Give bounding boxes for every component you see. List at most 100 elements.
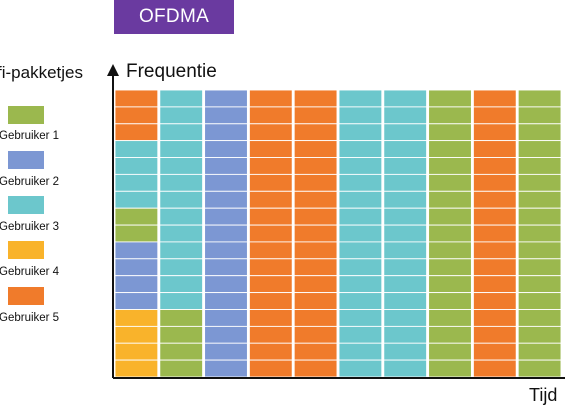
grid-cell-gebruiker-5 bbox=[472, 173, 517, 192]
grid-cell-gebruiker-3 bbox=[383, 275, 428, 294]
grid-cell-gebruiker-1 bbox=[517, 89, 562, 108]
grid-cell-gebruiker-1 bbox=[428, 342, 472, 361]
grid-cell-gebruiker-5 bbox=[472, 140, 517, 158]
grid-cell-gebruiker-1 bbox=[159, 309, 204, 327]
grid-cell-gebruiker-3 bbox=[338, 309, 383, 327]
grid-cell-gebruiker-2 bbox=[204, 325, 248, 344]
grid-cell-gebruiker-5 bbox=[293, 123, 338, 142]
grid-cell-gebruiker-5 bbox=[248, 173, 293, 192]
grid-cell-gebruiker-3 bbox=[383, 106, 428, 125]
grid-cell-gebruiker-5 bbox=[114, 123, 159, 142]
grid-cell-gebruiker-5 bbox=[472, 292, 517, 310]
grid-cell-gebruiker-3 bbox=[338, 140, 383, 158]
grid-cell-gebruiker-5 bbox=[248, 275, 293, 294]
grid-cell-gebruiker-5 bbox=[293, 89, 338, 108]
grid-cell-gebruiker-5 bbox=[472, 106, 517, 125]
grid-cell-gebruiker-5 bbox=[293, 224, 338, 243]
grid-cell-gebruiker-3 bbox=[338, 157, 383, 175]
grid-cell-gebruiker-5 bbox=[293, 241, 338, 260]
legend-swatch-gebruiker-4 bbox=[8, 241, 44, 259]
grid-cell-gebruiker-1 bbox=[517, 123, 562, 142]
legend-title: fi-pakketjes bbox=[0, 63, 83, 82]
grid-cell-gebruiker-1 bbox=[428, 89, 472, 108]
grid-cell-gebruiker-3 bbox=[383, 342, 428, 361]
grid-cell-gebruiker-5 bbox=[293, 309, 338, 327]
legend-label-gebruiker-5: Gebruiker 5 bbox=[0, 312, 60, 324]
legend-label-gebruiker-3: Gebruiker 3 bbox=[0, 221, 60, 233]
grid-cell-gebruiker-1 bbox=[517, 325, 562, 344]
grid-cell-gebruiker-1 bbox=[517, 140, 562, 158]
grid-cell-gebruiker-1 bbox=[428, 325, 472, 344]
grid-cell-gebruiker-3 bbox=[114, 190, 159, 209]
legend-swatch-gebruiker-5 bbox=[8, 287, 44, 305]
grid-cell-gebruiker-5 bbox=[472, 258, 517, 277]
legend-swatch-gebruiker-2 bbox=[8, 151, 44, 169]
grid-cell-gebruiker-5 bbox=[472, 190, 517, 209]
legend-label-gebruiker-2: Gebruiker 2 bbox=[0, 176, 60, 188]
grid-cell-gebruiker-5 bbox=[248, 309, 293, 327]
grid-cell-gebruiker-5 bbox=[248, 342, 293, 361]
grid-cell-gebruiker-2 bbox=[204, 140, 248, 158]
grid-cell-gebruiker-1 bbox=[428, 207, 472, 226]
grid-cell-gebruiker-5 bbox=[248, 157, 293, 175]
grid-cell-gebruiker-5 bbox=[293, 292, 338, 310]
grid-cell-gebruiker-1 bbox=[428, 258, 472, 277]
grid-cell-gebruiker-2 bbox=[204, 224, 248, 243]
grid-cell-gebruiker-5 bbox=[248, 190, 293, 209]
grid-cell-gebruiker-5 bbox=[248, 106, 293, 125]
grid-cell-gebruiker-3 bbox=[159, 123, 204, 142]
grid-cell-gebruiker-2 bbox=[204, 309, 248, 327]
grid-cell-gebruiker-5 bbox=[472, 89, 517, 108]
grid-cell-gebruiker-1 bbox=[428, 224, 472, 243]
grid-cell-gebruiker-3 bbox=[159, 106, 204, 125]
grid-cell-gebruiker-1 bbox=[517, 106, 562, 125]
grid-cell-gebruiker-4 bbox=[114, 342, 159, 361]
grid-cell-gebruiker-3 bbox=[338, 190, 383, 209]
grid-cell-gebruiker-1 bbox=[428, 123, 472, 142]
grid-cell-gebruiker-3 bbox=[338, 241, 383, 260]
grid-cell-gebruiker-3 bbox=[159, 140, 204, 158]
grid-cell-gebruiker-1 bbox=[517, 224, 562, 243]
grid-cell-gebruiker-5 bbox=[293, 140, 338, 158]
grid-cell-gebruiker-1 bbox=[159, 359, 204, 378]
grid-cell-gebruiker-2 bbox=[204, 275, 248, 294]
ofdma-title-badge: OFDMA bbox=[114, 0, 234, 34]
legend-label-gebruiker-1: Gebruiker 1 bbox=[0, 130, 60, 142]
grid-cell-gebruiker-2 bbox=[204, 241, 248, 260]
grid-cell-gebruiker-3 bbox=[383, 258, 428, 277]
grid-cell-gebruiker-5 bbox=[472, 207, 517, 226]
grid-cell-gebruiker-3 bbox=[383, 292, 428, 310]
y-axis-label: Frequentie bbox=[126, 61, 217, 82]
grid-cell-gebruiker-5 bbox=[472, 157, 517, 175]
grid-cell-gebruiker-1 bbox=[517, 173, 562, 192]
grid-cell-gebruiker-3 bbox=[383, 325, 428, 344]
x-axis-label: Tijd bbox=[529, 385, 558, 405]
grid-cell-gebruiker-5 bbox=[248, 207, 293, 226]
grid-cell-gebruiker-1 bbox=[517, 275, 562, 294]
grid-cell-gebruiker-5 bbox=[472, 309, 517, 327]
grid-cell-gebruiker-2 bbox=[204, 89, 248, 108]
grid-cell-gebruiker-3 bbox=[114, 140, 159, 158]
grid-cell-gebruiker-3 bbox=[114, 157, 159, 175]
grid-cell-gebruiker-5 bbox=[114, 106, 159, 125]
grid-cell-gebruiker-4 bbox=[114, 309, 159, 327]
grid-cell-gebruiker-3 bbox=[159, 292, 204, 310]
grid-cell-gebruiker-2 bbox=[204, 258, 248, 277]
grid-cell-gebruiker-5 bbox=[248, 359, 293, 378]
legend-swatch-gebruiker-1 bbox=[8, 106, 44, 124]
grid-cell-gebruiker-1 bbox=[517, 359, 562, 378]
grid-cell-gebruiker-3 bbox=[159, 207, 204, 226]
grid-cell-gebruiker-1 bbox=[428, 190, 472, 209]
grid-cell-gebruiker-5 bbox=[248, 325, 293, 344]
grid-cell-gebruiker-3 bbox=[383, 309, 428, 327]
grid-cell-gebruiker-5 bbox=[293, 275, 338, 294]
grid-cell-gebruiker-3 bbox=[383, 224, 428, 243]
grid-cell-gebruiker-1 bbox=[428, 309, 472, 327]
y-axis-arrow-icon bbox=[107, 64, 119, 76]
grid-cell-gebruiker-1 bbox=[428, 140, 472, 158]
grid-cell-gebruiker-2 bbox=[204, 342, 248, 361]
grid-cell-gebruiker-2 bbox=[204, 207, 248, 226]
legend-label-gebruiker-4: Gebruiker 4 bbox=[0, 266, 60, 278]
grid-cell-gebruiker-2 bbox=[204, 190, 248, 209]
grid-cell-gebruiker-1 bbox=[114, 224, 159, 243]
